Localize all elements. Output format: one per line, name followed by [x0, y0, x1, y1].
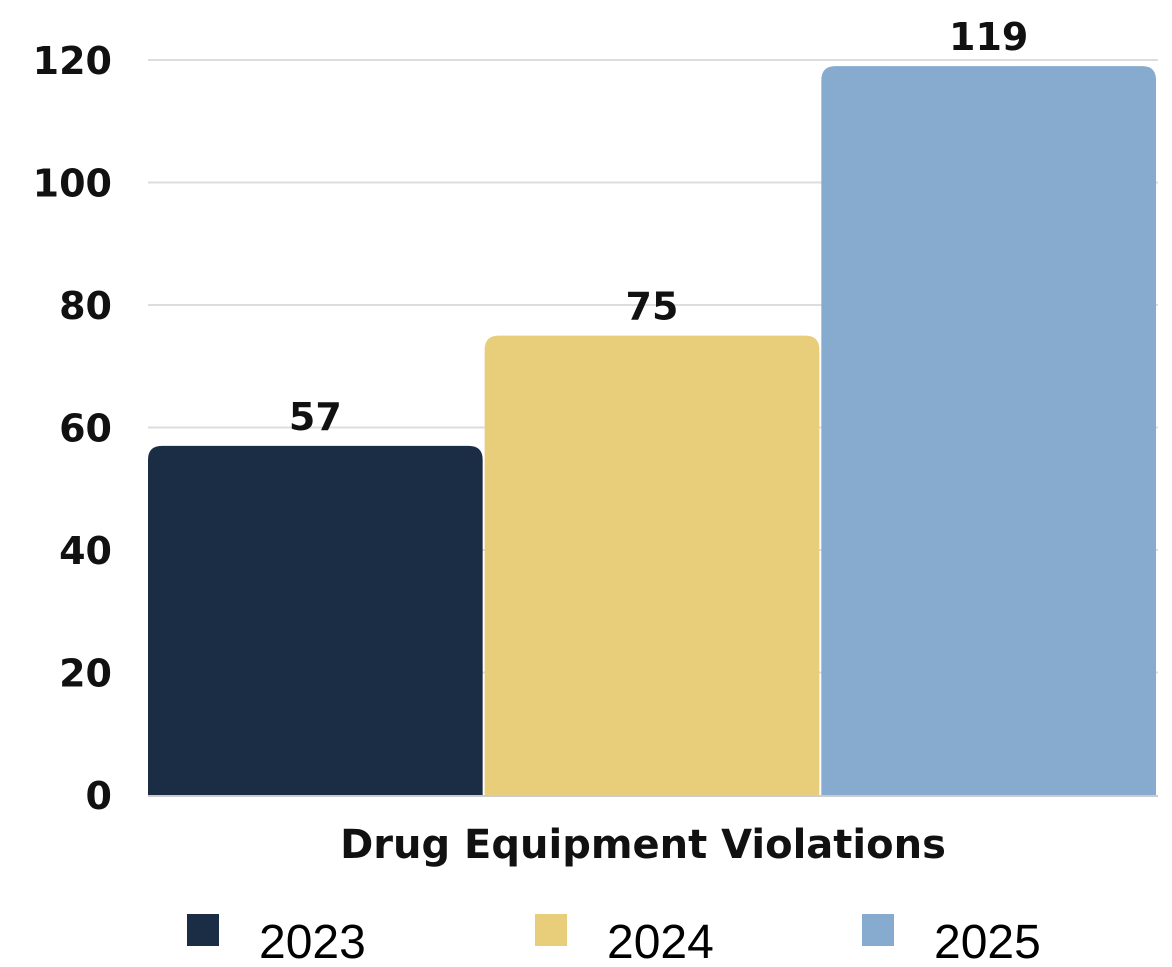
- bar-2024: [484, 335, 820, 795]
- data-labels: 57 75 119: [289, 15, 1028, 439]
- legend-label-2024: 2024: [607, 916, 714, 967]
- legend-label-2025: 2025: [934, 916, 1041, 967]
- y-tick-label: 80: [59, 284, 112, 328]
- data-label-2023: 57: [289, 395, 342, 439]
- y-tick-label: 100: [33, 162, 112, 206]
- legend-swatch-2025: [862, 914, 894, 946]
- data-label-2024: 75: [626, 285, 679, 329]
- bar-2025: [821, 66, 1156, 795]
- category-label: Drug Equipment Violations: [340, 822, 946, 868]
- bar-2023: [148, 445, 483, 795]
- bars: [148, 66, 1156, 795]
- y-tick-label: 40: [59, 529, 112, 573]
- legend-swatch-2023: [187, 914, 219, 946]
- legend-swatch-2024: [535, 914, 567, 946]
- y-tick-label: 120: [33, 39, 112, 83]
- data-label-2025: 119: [949, 15, 1028, 59]
- y-tick-label: 0: [86, 774, 112, 818]
- y-tick-label: 20: [59, 652, 112, 696]
- y-tick-label: 60: [59, 407, 112, 451]
- y-axis-ticks: 0 20 40 60 80 100 120: [33, 39, 112, 818]
- legend: 2023 2024 2025: [187, 914, 1041, 967]
- legend-label-2023: 2023: [259, 916, 366, 967]
